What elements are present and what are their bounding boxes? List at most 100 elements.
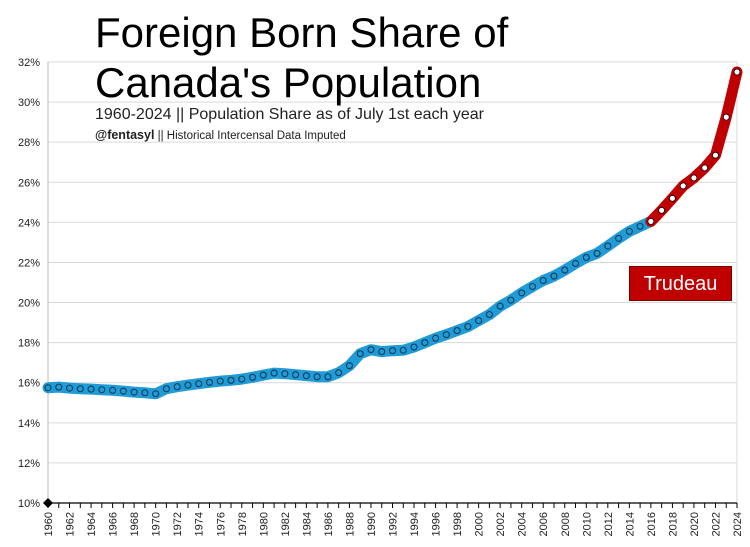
x-tick-label: 1976 [215,512,227,536]
data-point [636,222,644,230]
data-point [238,375,246,383]
data-point [141,389,149,397]
x-tick-label: 2020 [689,512,701,536]
x-tick-label: 1992 [388,512,400,536]
y-tick-label: 30% [18,97,40,109]
data-point [399,346,407,354]
data-point [604,242,612,250]
data-point [432,334,440,342]
y-tick-label: 10% [18,498,40,510]
data-point [98,386,106,394]
x-tick-label: 1970 [151,512,163,536]
x-tick-label: 1982 [280,512,292,536]
data-point [464,323,472,331]
data-point [701,164,709,172]
data-point [712,151,719,159]
x-tick-label: 2018 [667,512,679,536]
x-tick-label: 2000 [474,512,486,536]
y-axis-ticks: 10% 12% 14% 16% 18% 20% 22% 24% 26% 28% 30% 32% [18,57,40,510]
data-point [119,387,127,395]
data-point [571,259,580,268]
x-tick-label: 1972 [172,512,184,536]
data-point [615,234,623,242]
x-tick-label: 1974 [194,512,206,536]
y-tick-label: 12% [18,458,40,470]
data-point [550,272,558,280]
gridlines [47,61,738,504]
data-point [561,266,569,274]
chart-subtitle: 1960-2024 || Population Share as of July… [95,106,485,123]
x-tick-label: 1960 [43,512,55,536]
data-point [87,385,95,393]
y-tick-label: 16% [18,378,40,390]
x-tick-label: 1996 [431,512,443,536]
y-tick-label: 18% [18,338,40,350]
data-point [292,371,300,379]
data-point [367,346,375,354]
data-point [518,289,526,297]
data-point [690,174,698,182]
data-point [76,385,84,393]
data-point [625,227,633,235]
chart-credit: @fentasyl || Historical Intercensal Data… [95,128,346,142]
x-tick-label: 1968 [129,512,141,536]
data-point [270,369,278,377]
x-tick-label: 2002 [495,512,507,536]
trudeau-annotation: Trudeau [629,266,732,301]
data-point [421,339,429,347]
series-line-0 [42,215,657,400]
data-point [722,113,730,121]
data-point [388,347,397,355]
data-point [647,217,655,225]
credit-note: || Historical Intercensal Data Imputed [154,130,346,142]
x-tick-label: 1962 [65,512,77,536]
data-point [453,327,461,335]
chart-title-line2: Canada's Population [95,59,482,106]
data-point [281,370,289,378]
origin-marker [43,498,53,508]
data-point [152,390,160,398]
data-point [195,380,203,388]
x-tick-label: 2004 [517,512,529,536]
data-point [130,388,138,396]
data-point [184,381,192,389]
x-tick-label: 2008 [560,512,572,536]
data-point [442,331,450,339]
data-point [410,343,418,351]
chart-title-line1: Foreign Born Share of [95,9,509,56]
data-point [582,253,590,261]
x-tick-label: 1964 [86,512,98,536]
data-points [44,68,741,398]
credit-handle: @fentasyl [95,128,155,142]
data-point [475,317,483,325]
data-point [248,373,257,381]
x-tick-label: 1998 [452,512,464,536]
data-point [528,282,537,291]
x-tick-label: 1978 [237,512,249,536]
x-tick-label: 1994 [409,512,421,536]
y-tick-label: 14% [18,418,40,430]
y-tick-label: 20% [18,298,40,310]
data-point [302,372,310,380]
y-tick-label: 22% [18,257,40,269]
data-point [216,377,224,385]
x-tick-label: 1984 [301,512,313,536]
data-point [356,350,364,358]
data-point [205,378,214,386]
x-tick-label: 2016 [646,512,658,536]
data-point [496,302,504,310]
data-point [733,68,741,76]
data-point [44,384,52,392]
data-point [345,362,353,370]
series-line-1 [645,66,743,227]
data-point [669,194,676,202]
data-point [173,383,181,391]
data-point [335,369,343,377]
data-point [313,373,321,381]
x-tick-label: 2006 [538,512,550,536]
x-tick-label: 1980 [258,512,270,536]
data-point [658,206,666,214]
y-tick-label: 26% [18,177,40,189]
data-point [378,348,386,356]
